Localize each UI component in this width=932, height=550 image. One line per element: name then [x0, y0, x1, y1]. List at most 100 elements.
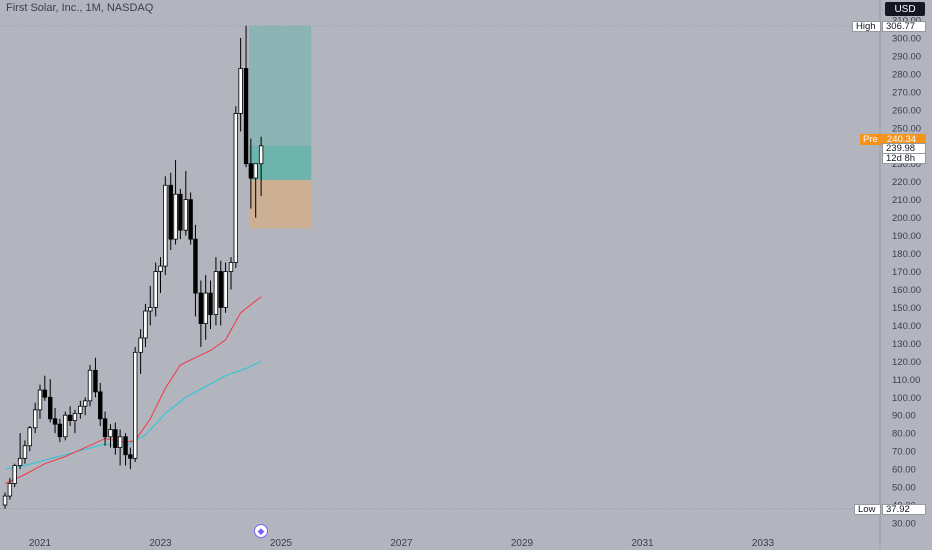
candle-up [173, 193, 178, 240]
candle-down [98, 391, 103, 420]
y-tick-label: 270.00 [892, 87, 921, 98]
y-tick-label: 110.00 [892, 375, 920, 386]
x-tick-label: 2031 [631, 538, 654, 549]
y-tick-label: 180.00 [892, 249, 921, 260]
candle-down [248, 163, 254, 179]
stop-zone [249, 179, 312, 229]
y-tick-label: 30.00 [892, 519, 916, 530]
candle-down [198, 292, 204, 324]
low-label: Low [854, 504, 881, 515]
candle-up [17, 457, 23, 466]
bar-countdown: 12d 8h [882, 153, 926, 164]
y-tick-label: 280.00 [892, 69, 921, 80]
low-value: 37.92 [882, 504, 926, 515]
y-tick-label: 150.00 [892, 303, 921, 314]
high-value: 306.77 [882, 21, 926, 32]
candle-down [128, 454, 133, 459]
y-tick-label: 300.00 [892, 33, 921, 44]
candle-down [193, 238, 198, 294]
candle-down [188, 199, 193, 240]
candle-up [7, 483, 13, 497]
candle-up [143, 310, 148, 339]
candle-up [163, 184, 168, 267]
y-tick-label: 140.00 [892, 321, 921, 332]
y-tick-label: 50.00 [892, 483, 916, 494]
candle-up [132, 351, 138, 459]
candle-up [203, 292, 208, 324]
candle-up [2, 495, 8, 506]
x-tick-label: 2025 [270, 538, 293, 549]
candle-up [87, 369, 93, 402]
y-tick-label: 190.00 [892, 231, 921, 242]
candle-down [243, 68, 249, 165]
candle-up [117, 436, 123, 448]
y-tick-label: 100.00 [892, 393, 921, 404]
candle-down [102, 418, 108, 438]
candle-up [78, 405, 83, 414]
candle-down [93, 369, 98, 393]
currency-button[interactable]: USD [885, 2, 925, 16]
x-tick-label: 2033 [752, 538, 775, 549]
y-tick-label: 130.00 [892, 339, 921, 350]
high-label: High [852, 21, 881, 32]
x-tick-label: 2023 [149, 538, 172, 549]
candle-down [178, 193, 183, 231]
candle-down [57, 423, 63, 438]
y-tick-label: 60.00 [892, 465, 916, 476]
candle-down [168, 184, 173, 240]
y-tick-label: 200.00 [892, 213, 921, 224]
y-tick-label: 220.00 [892, 177, 921, 188]
candle-up [258, 145, 264, 165]
y-tick-label: 70.00 [892, 447, 916, 458]
ma-fast-line [4, 296, 262, 484]
y-tick-label: 120.00 [892, 357, 921, 368]
y-tick-label: 260.00 [892, 105, 921, 116]
candle-down [52, 418, 58, 425]
candle-up [148, 307, 153, 312]
candle-up [238, 68, 243, 114]
candle-up [233, 113, 239, 263]
x-tick-label: 2027 [390, 538, 413, 549]
y-tick-label: 170.00 [892, 267, 921, 278]
candle-up [183, 199, 189, 231]
candle-down [218, 271, 223, 308]
y-tick-label: 290.00 [892, 51, 921, 62]
candle-up [63, 414, 68, 438]
candle-up [138, 337, 143, 353]
candle-up [22, 445, 28, 459]
candle-up [158, 265, 163, 272]
y-tick-label: 230.00 [892, 159, 921, 170]
y-tick-label: 160.00 [892, 285, 921, 296]
candle-up [82, 400, 88, 407]
candle-down [48, 396, 53, 420]
candle-up [223, 271, 228, 308]
pre-market-label: Pre [860, 134, 884, 145]
candle-up [12, 465, 17, 484]
candle-up [72, 413, 78, 422]
y-tick-label: 210.00 [892, 195, 921, 206]
candle-up [37, 389, 43, 411]
pre-market-value: 240.34 [884, 134, 926, 145]
candle-up [253, 163, 258, 179]
candle-up [228, 262, 234, 272]
candle-down [42, 389, 48, 398]
candle-down [113, 429, 118, 448]
candle-up [32, 409, 38, 429]
y-tick-label: 250.00 [892, 123, 921, 134]
candle-down [123, 436, 128, 456]
candle-up [27, 427, 32, 447]
x-tick-label: 2029 [511, 538, 534, 549]
candle-up [213, 271, 219, 316]
profit-zone [249, 145, 312, 180]
x-tick-label: 2021 [29, 538, 52, 549]
candle-up [153, 271, 158, 308]
candle-down [67, 414, 73, 422]
y-tick-label: 80.00 [892, 429, 916, 440]
y-tick-label: 90.00 [892, 411, 916, 422]
candle-down [208, 292, 213, 316]
candle-up [108, 429, 113, 438]
symbol-title: First Solar, Inc., 1M, NASDAQ [6, 2, 154, 14]
diamond-arrows-icon[interactable]: ◆ [254, 524, 268, 538]
